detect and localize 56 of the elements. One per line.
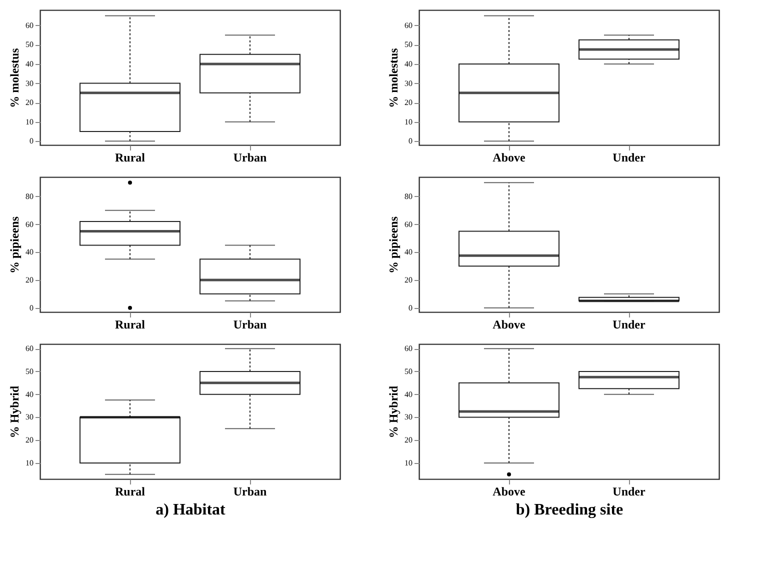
y-tick-label: 80 [26,192,34,201]
y-tick-label: 40 [26,390,34,399]
y-tick-label: 40 [404,60,412,68]
y-tick-label: 0 [30,303,34,312]
y-tick-label: 20 [404,98,412,108]
y-axis-title: % pipieens [386,216,400,274]
x-tick-label: Under [612,150,646,164]
y-tick-label: 0 [408,136,412,146]
y-tick-label: 60 [404,344,412,354]
y-tick-label: 20 [26,98,34,108]
y-tick-label: 0 [408,303,412,312]
x-axis-title: a) Habitat [156,502,226,518]
y-tick-label: 10 [404,117,412,126]
y-tick-label: 30 [404,412,412,422]
x-tick-label: Urban [233,150,267,164]
y-tick-label: 10 [26,458,34,468]
y-tick-label: 0 [30,136,34,146]
x-tick-label: Above [492,484,526,498]
y-tick-label: 60 [404,20,412,30]
y-tick-label: 40 [26,60,34,68]
y-tick-label: 50 [26,366,34,376]
y-tick-label: 20 [404,275,412,284]
y-tick-label: 60 [26,20,34,30]
y-tick-label: 40 [404,390,412,399]
x-axis-title: b) Breeding site [516,502,624,518]
y-tick-label: 60 [26,220,34,229]
x-tick-label: Urban [233,318,267,332]
y-axis-title: % Hybrid [8,386,22,438]
y-tick-label: 20 [404,436,412,445]
x-tick-label: Under [612,484,646,498]
y-tick-label: 30 [26,412,34,422]
x-tick-label: Urban [233,484,267,498]
y-tick-label: 50 [404,366,412,376]
y-tick-label: 40 [26,248,34,257]
y-axis-title: % pipieens [8,216,22,274]
x-tick-label: Under [612,318,646,332]
y-tick-label: 50 [404,40,412,50]
x-tick-label: Rural [115,484,146,498]
y-axis-title: % molestus [386,48,400,108]
y-tick-label: 20 [26,436,34,445]
y-tick-label: 60 [26,344,34,354]
x-tick-label: Above [492,318,526,332]
y-tick-label: 10 [26,117,34,126]
y-tick-label: 40 [404,248,412,257]
y-axis-title: % Hybrid [386,386,400,438]
y-tick-label: 30 [26,78,34,88]
x-tick-label: Above [492,150,526,164]
x-tick-label: Rural [115,150,146,164]
y-tick-label: 50 [26,40,34,50]
y-tick-label: 10 [404,458,412,468]
y-tick-label: 30 [404,78,412,88]
y-tick-label: 20 [26,275,34,284]
y-tick-label: 60 [404,220,412,229]
y-axis-title: % molestus [8,48,22,108]
x-tick-label: Rural [115,318,146,332]
y-tick-label: 80 [404,192,412,201]
